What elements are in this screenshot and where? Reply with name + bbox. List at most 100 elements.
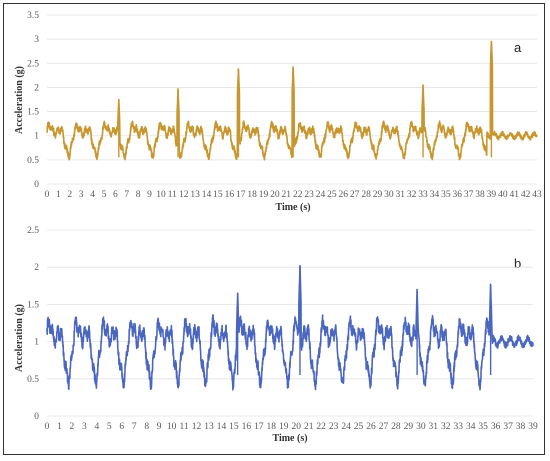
panel-label-b: b [514,256,521,271]
y-tick-label: 2.5 [27,226,39,236]
x-tick-label: 30 [416,422,426,432]
x-tick-label: 39 [487,190,497,200]
y-tick-label: 0.5 [27,375,39,385]
x-tick-label: 13 [204,422,214,432]
x-tick-label: 28 [361,190,371,200]
x-tick-label: 36 [452,190,462,200]
x-tick-label: 3 [79,190,84,200]
x-tick-label: 15 [213,190,223,200]
x-tick-label: 36 [491,422,501,432]
x-tick-label: 37 [464,190,474,200]
x-tick-label: 12 [179,190,189,200]
x-tick-label: 21 [304,422,314,432]
x-tick-label: 14 [217,422,227,432]
y-tick-label: 2 [34,83,39,93]
x-tick-label: 37 [503,422,513,432]
x-tick-label: 29 [404,422,414,432]
x-tick-label: 35 [441,190,451,200]
x-tick-label: 7 [132,422,137,432]
y-tick-label: 3.5 [27,11,39,21]
x-tick-label: 38 [475,190,485,200]
y-axis-title-a: Acceleration (g) [14,66,25,134]
y-tick-label: 0 [34,412,39,422]
x-axis-title-b: Time (s) [272,433,307,444]
x-tick-label: 2 [67,190,72,200]
x-tick-label: 11 [168,190,177,200]
x-axis-title-a: Time (s) [275,202,310,213]
y-tick-label: 1 [34,132,39,142]
x-tick-label: 0 [45,190,50,200]
x-tick-label: 39 [528,422,538,432]
x-tick-label: 3 [82,422,87,432]
x-tick-label: 1 [57,422,62,432]
x-tick-label: 16 [242,422,252,432]
x-tick-label: 17 [254,422,264,432]
y-tick-label: 1.5 [27,300,39,310]
x-tick-label: 25 [354,422,364,432]
x-tick-label: 23 [304,190,314,200]
x-tick-label: 27 [379,422,389,432]
x-tick-label: 34 [430,190,440,200]
x-tick-label: 32 [407,190,417,200]
x-tick-label: 11 [179,422,188,432]
x-tick-label: 41 [509,190,519,200]
x-tick-label: 31 [396,190,406,200]
x-tick-label: 10 [156,190,166,200]
x-tick-label: 20 [270,190,280,200]
x-tick-label: 0 [45,422,50,432]
figure-frame [3,3,545,455]
x-tick-label: 27 [350,190,360,200]
x-tick-label: 24 [316,190,326,200]
x-tick-label: 2 [70,422,75,432]
x-tick-label: 14 [202,190,212,200]
x-tick-label: 18 [247,190,257,200]
y-tick-label: 1.5 [27,108,39,118]
x-tick-label: 25 [327,190,337,200]
x-tick-label: 40 [498,190,508,200]
x-tick-label: 29 [373,190,383,200]
x-tick-label: 10 [167,422,177,432]
x-tick-label: 6 [113,190,118,200]
x-tick-label: 38 [516,422,526,432]
x-tick-label: 1 [56,190,61,200]
y-tick-label: 0.5 [27,156,39,166]
x-tick-label: 31 [429,422,439,432]
x-tick-label: 5 [102,190,107,200]
x-tick-label: 9 [147,190,152,200]
x-tick-label: 43 [532,190,542,200]
x-tick-label: 33 [418,190,428,200]
x-tick-label: 7 [124,190,129,200]
series-line [46,40,538,161]
x-tick-label: 20 [291,422,301,432]
series-line [46,264,534,391]
x-tick-label: 18 [267,422,277,432]
x-tick-label: 19 [259,190,269,200]
x-tick-label: 24 [341,422,351,432]
chart-panel-a: Acceleration (g) Time (s) a 0 0.5 1 1.5 2 2.5… [14,11,542,213]
y-tick-label: 2.5 [27,59,39,69]
x-tick-label: 22 [293,190,303,200]
x-tick-label: 32 [441,422,451,432]
x-tick-label: 35 [478,422,488,432]
x-tick-label: 19 [279,422,289,432]
y-tick-label: 2 [34,263,39,273]
x-tick-label: 4 [94,422,99,432]
y-tick-label: 3 [34,35,39,45]
x-tick-label: 34 [466,422,476,432]
x-tick-label: 9 [157,422,162,432]
x-tick-label: 16 [225,190,235,200]
y-tick-label: 0 [34,180,39,190]
chart-panel-b: Acceleration (g) Time (s) b 0 0.5 1 1.5 2 2.5… [14,226,538,444]
x-tick-label: 6 [119,422,124,432]
x-tick-label: 15 [229,422,239,432]
x-tick-label: 33 [453,422,463,432]
x-tick-label: 23 [329,422,339,432]
x-tick-label: 26 [366,422,376,432]
x-tick-label: 42 [521,190,531,200]
x-tick-label: 21 [282,190,292,200]
x-tick-label: 8 [144,422,149,432]
x-tick-label: 17 [236,190,246,200]
y-axis-title-b: Acceleration (g) [14,304,25,372]
x-tick-label: 26 [339,190,349,200]
